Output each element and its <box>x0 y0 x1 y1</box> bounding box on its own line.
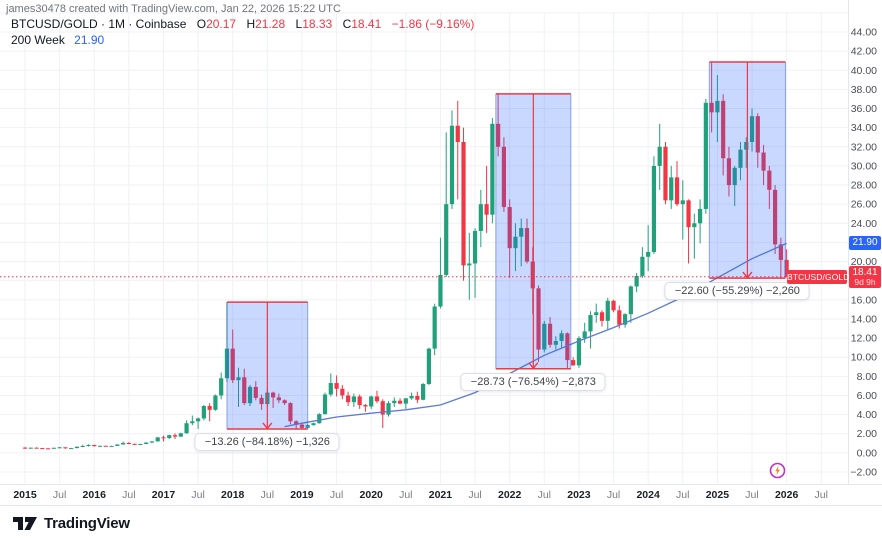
svg-text:2.00: 2.00 <box>857 428 878 440</box>
symbol-legend-row: BTCUSD/GOLD · 1M · Coinbase O20.17 H21.2… <box>11 16 474 32</box>
svg-text:2018: 2018 <box>221 489 245 501</box>
svg-text:30.00: 30.00 <box>851 160 877 172</box>
svg-text:2023: 2023 <box>567 489 591 501</box>
svg-text:14.00: 14.00 <box>851 313 877 325</box>
range-box-1 <box>226 301 309 430</box>
high-value: 21.28 <box>255 17 286 31</box>
svg-text:0.00: 0.00 <box>857 447 878 459</box>
bar-countdown: 9d 9h <box>854 276 876 287</box>
footer-bar: TradingView <box>0 505 882 540</box>
range-measurement-label: −22.60 (−55.29%) −2,260 <box>664 282 810 301</box>
svg-text:24.00: 24.00 <box>851 218 877 230</box>
svg-text:6.00: 6.00 <box>857 390 878 402</box>
svg-text:2021: 2021 <box>429 489 453 501</box>
svg-text:2017: 2017 <box>152 489 176 501</box>
last-price-value: 18.41 <box>852 266 878 278</box>
tradingview-logo[interactable]: TradingView <box>13 515 130 532</box>
svg-text:38.00: 38.00 <box>851 84 877 96</box>
svg-text:Jul: Jul <box>399 489 412 501</box>
svg-text:Jul: Jul <box>330 489 343 501</box>
svg-text:42.00: 42.00 <box>851 46 877 58</box>
svg-text:10.00: 10.00 <box>851 352 877 364</box>
svg-text:Jul: Jul <box>53 489 66 501</box>
range-box-2 <box>495 93 572 370</box>
chart-canvas[interactable]: 44.00 42.00 40.00 38.00 36.00 34.00 32.00 30.00… <box>0 0 882 505</box>
svg-text:Jul: Jul <box>538 489 551 501</box>
svg-text:2015: 2015 <box>13 489 37 501</box>
attribution-text: james30478 created with TradingView.com,… <box>6 3 341 15</box>
symbol-title[interactable]: BTCUSD/GOLD · 1M · Coinbase <box>11 17 187 31</box>
close-label: C <box>342 17 352 31</box>
time-axis-labels: 2015 Jul 2016 Jul 2017 Jul 2018 Jul 2019 Jul 2020 J… <box>13 489 828 501</box>
svg-text:Jul: Jul <box>607 489 620 501</box>
svg-text:12.00: 12.00 <box>851 333 877 345</box>
svg-text:Jul: Jul <box>745 489 758 501</box>
svg-text:Jul: Jul <box>191 489 204 501</box>
svg-text:Jul: Jul <box>676 489 689 501</box>
series-price-tag: BTCUSD/GOLD <box>787 269 850 284</box>
svg-text:44.00: 44.00 <box>851 27 877 39</box>
ma-price-badge: 21.90 <box>849 236 881 251</box>
svg-text:28.00: 28.00 <box>851 180 877 192</box>
svg-text:Jul: Jul <box>468 489 481 501</box>
svg-text:34.00: 34.00 <box>851 122 877 134</box>
grid-lines <box>0 12 848 485</box>
tradingview-logo-icon <box>13 517 37 530</box>
range-box-3 <box>708 61 786 279</box>
svg-text:2024: 2024 <box>636 489 660 501</box>
svg-text:2016: 2016 <box>83 489 107 501</box>
svg-text:8.00: 8.00 <box>857 371 878 383</box>
chart-legend: BTCUSD/GOLD · 1M · Coinbase O20.17 H21.2… <box>11 16 474 48</box>
svg-text:2019: 2019 <box>290 489 314 501</box>
svg-text:2026: 2026 <box>775 489 799 501</box>
low-value: 18.33 <box>302 17 333 31</box>
svg-text:2025: 2025 <box>706 489 730 501</box>
change-value: −1.86 (−9.16%) <box>391 17 475 31</box>
svg-text:2022: 2022 <box>498 489 522 501</box>
open-label: O <box>196 17 207 31</box>
candles <box>22 61 789 450</box>
last-price-badge: 18.41 9d 9h <box>849 265 881 288</box>
svg-text:16.00: 16.00 <box>851 294 877 306</box>
time-axis[interactable] <box>0 485 882 505</box>
svg-text:40.00: 40.00 <box>851 65 877 77</box>
svg-text:36.00: 36.00 <box>851 103 877 115</box>
high-label: H <box>246 17 256 31</box>
svg-text:−2.00: −2.00 <box>850 466 877 478</box>
svg-text:32.00: 32.00 <box>851 141 877 153</box>
range-measurement-label: −13.26 (−84.18%) −1,326 <box>194 432 340 451</box>
indicator-value: 21.90 <box>74 33 105 47</box>
svg-text:Jul: Jul <box>122 489 135 501</box>
close-value: 18.41 <box>351 17 382 31</box>
range-measurement-label: −28.73 (−76.54%) −2,873 <box>460 372 606 391</box>
lightning-bolt-icon <box>775 465 781 476</box>
open-value: 20.17 <box>206 17 237 31</box>
svg-text:Jul: Jul <box>815 489 828 501</box>
svg-text:2020: 2020 <box>360 489 384 501</box>
price-axis-labels: 44.00 42.00 40.00 38.00 36.00 34.00 32.00 30.00… <box>850 27 877 479</box>
svg-text:Jul: Jul <box>261 489 274 501</box>
low-label: L <box>295 17 303 31</box>
tradingview-logo-text: TradingView <box>44 515 130 532</box>
svg-text:20.00: 20.00 <box>851 256 877 268</box>
svg-text:4.00: 4.00 <box>857 409 878 421</box>
indicator-label[interactable]: 200 Week <box>11 33 65 47</box>
svg-text:26.00: 26.00 <box>851 199 877 211</box>
indicator-legend-row: 200 Week 21.90 <box>11 32 474 48</box>
event-lightning-icon[interactable] <box>769 462 786 479</box>
